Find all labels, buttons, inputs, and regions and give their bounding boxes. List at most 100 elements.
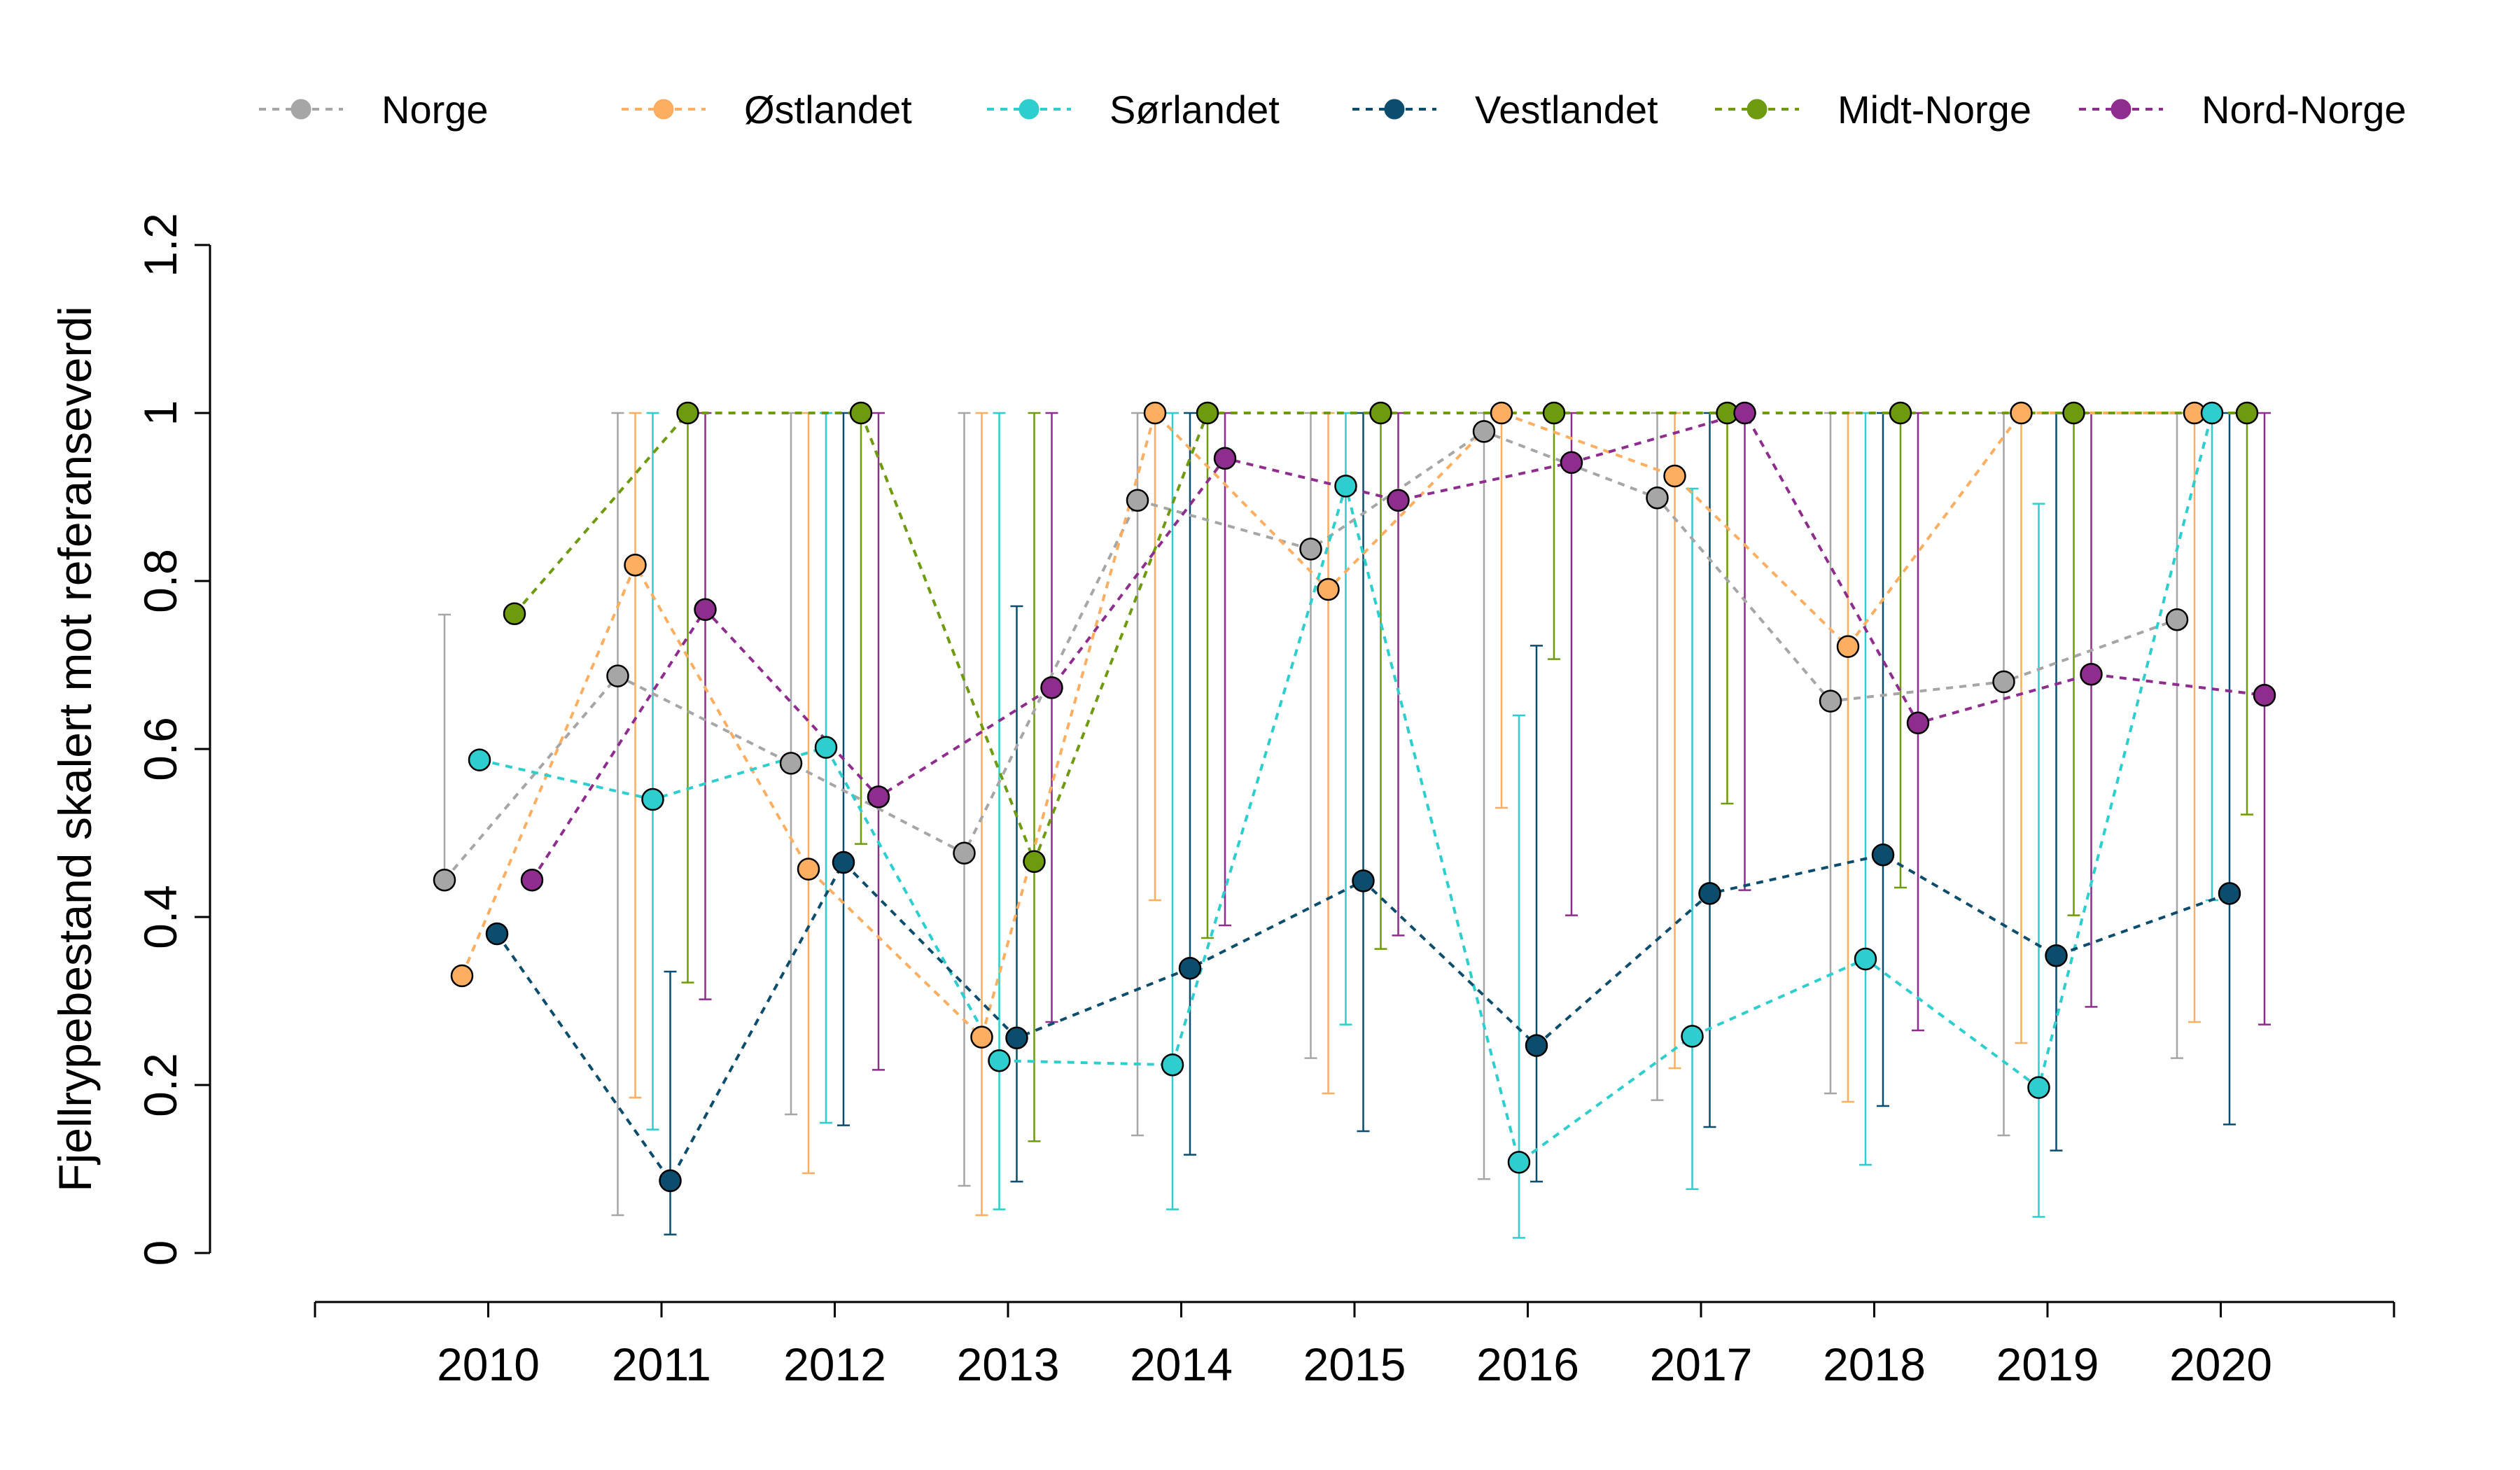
data-point: [1196, 401, 1219, 425]
data-point: [520, 868, 544, 892]
x-tick-label: 2014: [1130, 1338, 1233, 1390]
legend-item: Midt-Norge: [1715, 88, 2031, 132]
data-point: [1317, 578, 1340, 601]
data-point: [1698, 882, 1721, 905]
x-tick-label: 2016: [1476, 1338, 1579, 1390]
legend-marker: [653, 99, 674, 120]
y-tick-label: 0.8: [134, 549, 186, 613]
data-point: [1178, 956, 1202, 980]
axes-layer: 0 0.2 0.4 0.6 0.8 1 1.2 2010 2011 2012 2013 2014 20…: [49, 213, 2395, 1390]
data-point: [1542, 401, 1566, 425]
legend: Norge Østlandet Sørlandet Vestlandet Midt-No…: [259, 88, 2407, 132]
data-point: [2027, 1076, 2050, 1099]
x-tick-label: 2011: [612, 1338, 711, 1390]
y-axis-ticks: 0 0.2 0.4 0.6 0.8 1 1.2: [134, 213, 210, 1266]
legend-label: Midt-Norge: [1837, 88, 2031, 132]
legend-item: Vestlandet: [1352, 88, 1658, 132]
data-point: [1352, 869, 1375, 892]
data-point: [2200, 401, 2224, 425]
data-point: [1387, 489, 1410, 512]
data-point: [659, 1169, 682, 1193]
data-point: [1507, 1151, 1531, 1174]
data-point: [867, 785, 890, 808]
legend-marker: [2110, 99, 2132, 120]
data-point: [814, 736, 838, 759]
data-point: [485, 922, 509, 946]
legend-item: Nord-Norge: [2079, 88, 2407, 132]
data-point: [1299, 538, 1322, 561]
y-tick-label: 0.4: [134, 885, 186, 949]
legend-label: Østlandet: [744, 88, 912, 132]
data-point: [832, 850, 855, 874]
data-point: [1560, 451, 1583, 475]
series-lines-layer: [443, 410, 2265, 1184]
data-point: [1906, 711, 1930, 735]
x-tick-label: 2010: [437, 1338, 540, 1390]
data-point: [2235, 401, 2259, 425]
data-points-layer: [433, 401, 2276, 1193]
legend-label: Vestlandet: [1475, 88, 1658, 132]
error-bars-layer: [438, 412, 2271, 1239]
legend-marker: [290, 99, 312, 120]
y-tick-label: 1: [134, 400, 186, 426]
y-axis-title: Fjellrypebestand skalert mot referanseve…: [49, 306, 101, 1192]
data-point: [1663, 464, 1686, 488]
data-point: [1819, 690, 1842, 713]
data-point: [1490, 401, 1513, 425]
x-tick-label: 2012: [783, 1338, 886, 1390]
x-tick-label: 2015: [1303, 1338, 1406, 1390]
data-point: [1334, 475, 1357, 498]
data-point: [1161, 1053, 1184, 1077]
data-point: [1854, 947, 1877, 971]
data-point: [1005, 1026, 1028, 1050]
data-point: [988, 1049, 1011, 1072]
legend-item: Norge: [259, 88, 489, 132]
data-point: [1733, 401, 1756, 425]
data-point: [1213, 447, 1237, 470]
data-point: [2080, 662, 2103, 686]
legend-label: Norge: [382, 88, 489, 132]
data-point: [2165, 608, 2189, 631]
data-point: [1143, 401, 1167, 425]
legend-label: Sørlandet: [1110, 88, 1280, 132]
y-tick-label: 0.2: [134, 1053, 186, 1117]
data-point: [2218, 882, 2241, 905]
data-point: [433, 868, 456, 892]
data-point: [1871, 843, 1895, 867]
x-tick-label: 2017: [1650, 1338, 1753, 1390]
legend-item: Sørlandet: [987, 88, 1280, 132]
data-point: [450, 964, 474, 988]
legend-marker: [1018, 99, 1040, 120]
data-point: [779, 752, 803, 775]
data-point: [953, 841, 976, 865]
data-point: [1836, 635, 1860, 658]
data-point: [797, 858, 820, 881]
data-point: [1992, 670, 2015, 694]
data-point: [1646, 486, 1669, 510]
x-axis-ticks: 2010 2011 2012 2013 2014 2015 2016 2017 2018 2019…: [314, 1302, 2395, 1390]
x-tick-label: 2013: [957, 1338, 1060, 1390]
data-point: [694, 598, 717, 622]
legend-marker: [1746, 99, 1768, 120]
data-point: [606, 664, 629, 687]
data-point: [676, 401, 699, 425]
data-point: [1369, 401, 1392, 425]
data-point: [641, 788, 664, 811]
data-point: [849, 401, 873, 425]
data-point: [970, 1026, 993, 1049]
y-tick-label: 0: [134, 1240, 186, 1266]
data-point: [1525, 1034, 1548, 1057]
data-point: [2253, 683, 2276, 707]
data-point: [2045, 944, 2068, 967]
data-point: [1472, 420, 1496, 443]
y-tick-label: 0.6: [134, 717, 186, 781]
data-point: [624, 553, 647, 577]
legend-marker: [1384, 99, 1405, 120]
y-tick-label: 1.2: [134, 213, 186, 277]
data-point: [2062, 401, 2085, 425]
x-tick-label: 2020: [2169, 1338, 2272, 1390]
data-point: [1126, 489, 1149, 512]
x-tick-label: 2018: [1823, 1338, 1926, 1390]
